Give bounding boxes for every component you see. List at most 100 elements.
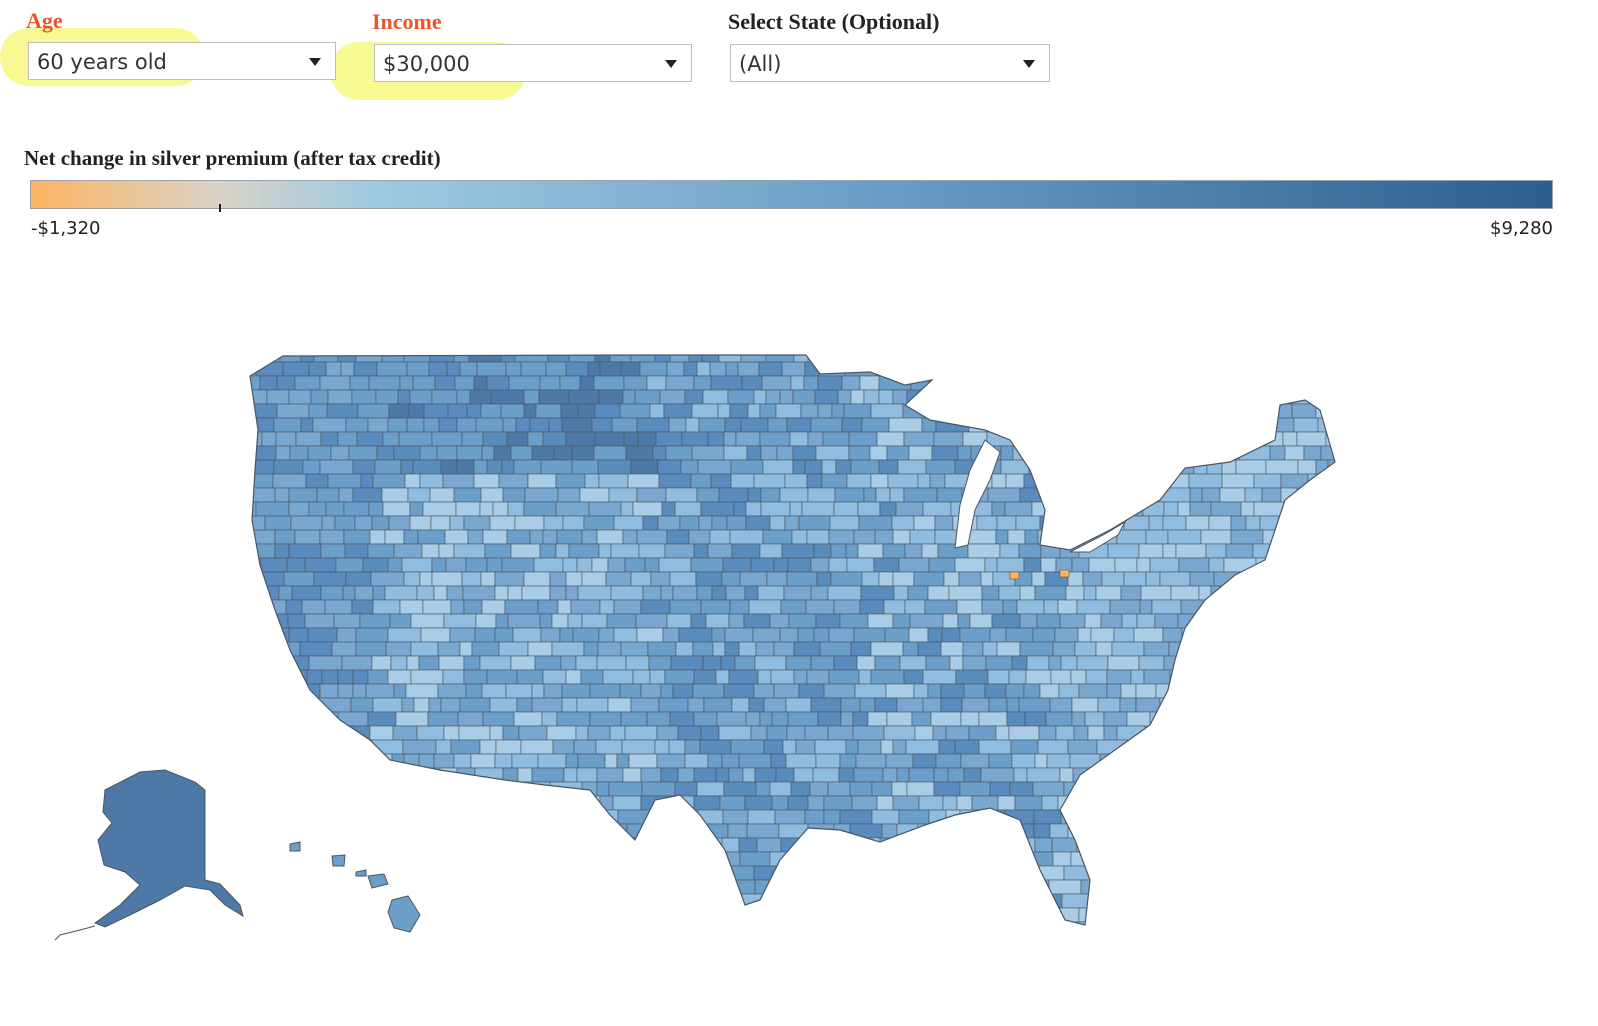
county-cell[interactable] (806, 529, 830, 545)
county-cell[interactable] (981, 585, 1000, 601)
county-cell[interactable] (1263, 809, 1291, 825)
county-cell[interactable] (1083, 585, 1097, 601)
county-cell[interactable] (773, 557, 789, 573)
county-cell[interactable] (739, 893, 771, 909)
county-cell[interactable] (624, 725, 658, 741)
county-cell[interactable] (1308, 669, 1336, 685)
county-cell[interactable] (325, 501, 345, 517)
county-cell[interactable] (1313, 907, 1327, 923)
county-cell[interactable] (1040, 417, 1056, 433)
county-cell[interactable] (285, 599, 303, 615)
county-cell[interactable] (319, 529, 345, 545)
county-cell[interactable] (554, 865, 584, 881)
county-cell[interactable] (1280, 753, 1311, 769)
county-cell[interactable] (577, 585, 612, 601)
county-cell[interactable] (1033, 921, 1059, 936)
county-cell[interactable] (679, 515, 700, 531)
county-cell[interactable] (1107, 655, 1140, 671)
county-cell[interactable] (294, 711, 312, 727)
county-cell[interactable] (355, 348, 383, 363)
county-cell[interactable] (456, 389, 471, 405)
county-cell[interactable] (501, 557, 535, 573)
county-cell[interactable] (353, 361, 378, 377)
county-cell[interactable] (1329, 767, 1358, 783)
county-cell[interactable] (1177, 613, 1205, 629)
county-cell[interactable] (807, 487, 836, 503)
county-cell[interactable] (1326, 627, 1354, 643)
county-cell[interactable] (549, 585, 567, 601)
county-cell[interactable] (1013, 767, 1028, 783)
county-cell[interactable] (527, 907, 545, 923)
county-cell[interactable] (443, 809, 457, 825)
county-cell[interactable] (362, 753, 377, 769)
county-cell[interactable] (977, 389, 998, 405)
county-cell[interactable] (1313, 348, 1329, 363)
county-cell[interactable] (1248, 613, 1273, 629)
county-cell[interactable] (573, 739, 597, 755)
county-cell[interactable] (876, 431, 905, 447)
county-cell[interactable] (1139, 348, 1160, 363)
county-cell[interactable] (1106, 823, 1123, 839)
county-cell[interactable] (267, 669, 293, 685)
county-cell[interactable] (1006, 697, 1020, 713)
county-cell[interactable] (1198, 851, 1221, 867)
county-cell[interactable] (543, 921, 567, 936)
county-cell[interactable] (244, 697, 273, 713)
county-cell[interactable] (693, 375, 712, 391)
county-cell[interactable] (1032, 781, 1065, 797)
county-cell[interactable] (1142, 739, 1174, 755)
county-cell[interactable] (946, 389, 979, 405)
county-cell[interactable] (548, 417, 563, 433)
county-cell[interactable] (740, 417, 769, 433)
county-cell[interactable] (465, 851, 483, 867)
county-cell[interactable] (613, 599, 642, 615)
county-cell[interactable] (325, 361, 342, 377)
county-cell[interactable] (523, 389, 540, 405)
county-cell[interactable] (1123, 571, 1147, 587)
county-cell[interactable] (657, 515, 681, 531)
county-cell[interactable] (769, 515, 786, 531)
county-cell[interactable] (531, 697, 563, 713)
county-cell[interactable] (1236, 389, 1250, 405)
county-cell[interactable] (358, 781, 379, 797)
county-cell[interactable] (324, 599, 353, 615)
county-cell[interactable] (646, 375, 667, 391)
county-cell[interactable] (632, 669, 651, 685)
county-cell[interactable] (462, 585, 496, 601)
county-cell[interactable] (1202, 361, 1226, 377)
county-cell[interactable] (807, 795, 825, 811)
county-cell[interactable] (707, 543, 733, 559)
county-cell[interactable] (875, 487, 891, 503)
county-cell[interactable] (1244, 893, 1272, 909)
county-cell[interactable] (1088, 795, 1114, 811)
county-cell[interactable] (1112, 795, 1136, 811)
county-cell[interactable] (329, 725, 353, 741)
county-cell[interactable] (844, 361, 877, 377)
county-cell[interactable] (690, 473, 712, 489)
county-cell[interactable] (1052, 641, 1076, 657)
county-cell[interactable] (571, 459, 599, 475)
county-cell[interactable] (911, 711, 932, 727)
county-cell[interactable] (405, 683, 439, 699)
county-cell[interactable] (807, 431, 824, 447)
county-cell[interactable] (540, 459, 573, 475)
county-cell[interactable] (1162, 515, 1187, 531)
county-cell[interactable] (955, 669, 989, 685)
county-cell[interactable] (443, 795, 471, 811)
county-cell[interactable] (1050, 669, 1072, 685)
county-cell[interactable] (1069, 753, 1101, 769)
county-cell[interactable] (1084, 711, 1105, 727)
county-cell[interactable] (874, 851, 889, 867)
county-cell[interactable] (731, 543, 761, 559)
county-cell[interactable] (465, 683, 483, 699)
county-cell[interactable] (375, 389, 399, 405)
county-cell[interactable] (453, 823, 481, 839)
county-cell[interactable] (955, 823, 990, 839)
county-cell[interactable] (420, 865, 448, 881)
county-cell[interactable] (880, 739, 894, 755)
county-cell[interactable] (1305, 739, 1338, 755)
county-cell[interactable] (1201, 683, 1225, 699)
county-cell[interactable] (1095, 585, 1122, 601)
county-cell[interactable] (990, 809, 1006, 825)
county-cell[interactable] (813, 627, 830, 643)
